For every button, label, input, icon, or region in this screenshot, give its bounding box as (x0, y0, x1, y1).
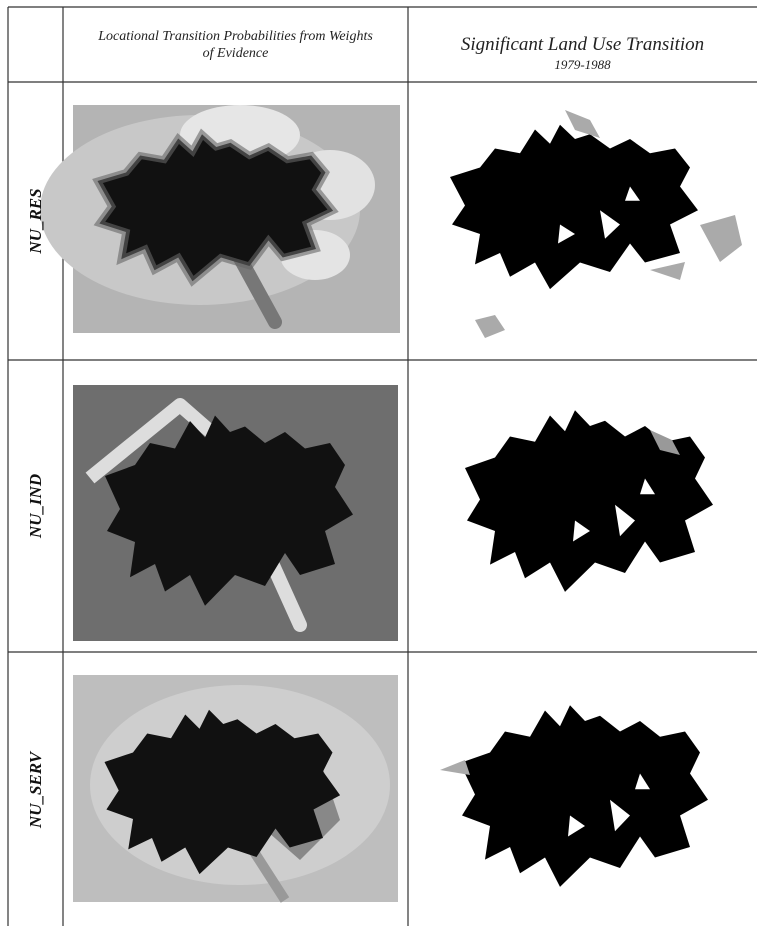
transition-map (450, 110, 742, 338)
probability-map (73, 385, 398, 641)
page: Locational Transition Probabilities from… (0, 0, 757, 926)
transition-map (440, 705, 708, 887)
row-label: NU_IND (26, 436, 46, 576)
figure (0, 0, 757, 926)
transition-map (465, 410, 713, 592)
column-title: Significant Land Use Transition (408, 34, 757, 56)
column-title: Locational Transition Probabilities from… (73, 28, 398, 62)
row-label: NU_RES (26, 151, 46, 291)
row-label: NU_SERV (26, 720, 46, 860)
probability-map (40, 105, 400, 333)
column-subtitle: 1979-1988 (408, 57, 757, 73)
probability-map (73, 675, 398, 902)
